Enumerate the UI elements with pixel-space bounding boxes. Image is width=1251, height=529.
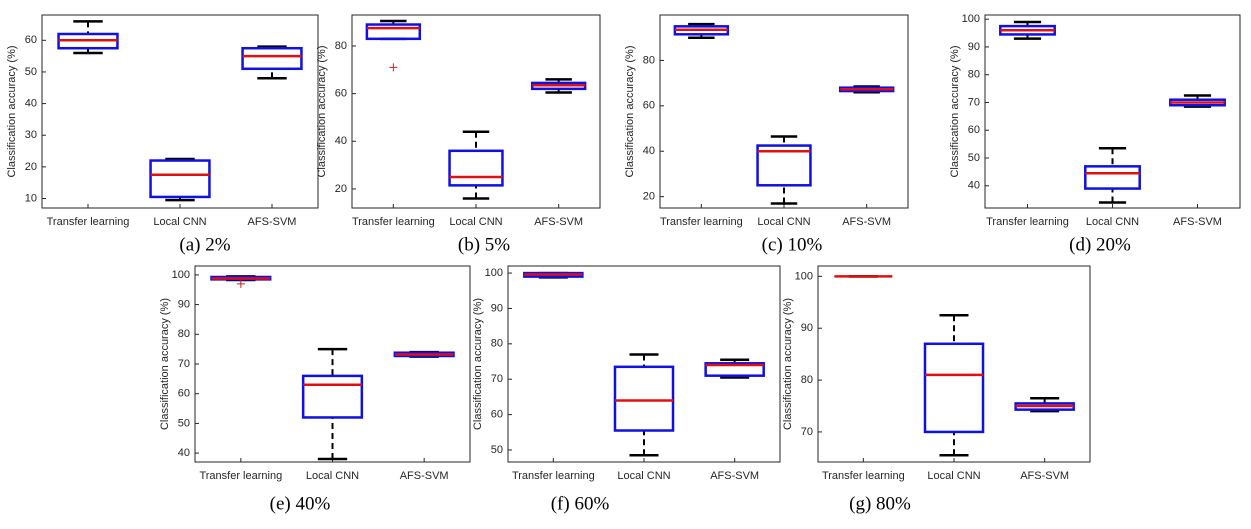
x-tick-label: AFS-SVM (400, 470, 449, 482)
box (301, 374, 364, 419)
y-tick-label: 10 (25, 192, 37, 204)
box (365, 23, 422, 41)
y-tick-label: 80 (968, 69, 980, 81)
x-tick-label: AFS-SVM (1020, 470, 1069, 482)
y-tick-label: 60 (968, 124, 980, 136)
y-tick-label: 70 (801, 426, 813, 438)
y-tick-label: 100 (172, 269, 190, 281)
x-tick-label: Local CNN (1086, 216, 1139, 228)
x-tick-label: Transfer learning (47, 216, 130, 228)
y-tick-label: 60 (643, 100, 655, 112)
y-tick-label: 80 (335, 40, 347, 52)
y-tick-label: 60 (25, 34, 37, 46)
x-tick-label: AFS-SVM (710, 470, 759, 482)
x-tick-label: Transfer learning (199, 470, 282, 482)
x-tick-label: AFS-SVM (1173, 216, 1222, 228)
y-axis-label: Classification accuracy (%) (472, 298, 484, 430)
x-tick-label: Local CNN (306, 470, 359, 482)
caption: (f) 60% (551, 493, 610, 514)
y-tick-label: 50 (25, 66, 37, 78)
y-tick-label: 30 (25, 129, 37, 141)
y-tick-label: 20 (335, 183, 347, 195)
y-tick-label: 100 (485, 267, 503, 279)
y-axis-label: Classification accuracy (%) (949, 45, 961, 177)
y-tick-label: 40 (178, 447, 190, 459)
x-tick-label: Transfer learning (822, 470, 905, 482)
y-axis-label: Classification accuracy (%) (159, 298, 171, 430)
box (923, 342, 985, 434)
x-tick-label: Local CNN (449, 216, 502, 228)
y-tick-label: 20 (25, 161, 37, 173)
x-tick-label: Local CNN (617, 470, 670, 482)
caption: (c) 10% (762, 234, 823, 255)
y-tick-label: 80 (801, 374, 813, 386)
y-tick-label: 80 (178, 328, 190, 340)
axes-frame (984, 14, 1241, 209)
y-tick-label: 40 (643, 145, 655, 157)
box (241, 46, 303, 71)
x-tick-label: AFS-SVM (842, 216, 891, 228)
box (448, 149, 504, 187)
y-tick-label: 20 (643, 191, 655, 203)
y-tick-label: 40 (25, 97, 37, 109)
box (613, 365, 675, 432)
y-tick-label: 80 (643, 54, 655, 66)
y-tick-label: 50 (968, 152, 980, 164)
box (1084, 165, 1141, 190)
y-tick-label: 100 (962, 13, 980, 25)
y-tick-label: 70 (968, 96, 980, 108)
y-tick-label: 60 (335, 88, 347, 100)
y-tick-label: 90 (801, 322, 813, 334)
x-tick-label: Local CNN (153, 216, 206, 228)
x-tick-label: AFS-SVM (248, 216, 297, 228)
caption: (b) 5% (458, 234, 510, 255)
x-tick-label: Transfer learning (660, 216, 743, 228)
box (756, 144, 812, 187)
y-axis-label: Classification accuracy (%) (782, 298, 794, 430)
y-tick-label: 80 (491, 338, 503, 350)
box (149, 159, 211, 199)
y-tick-label: 90 (968, 41, 980, 53)
y-tick-label: 90 (178, 299, 190, 311)
caption: (e) 40% (270, 493, 331, 514)
outlier (389, 63, 398, 72)
x-tick-label: Transfer learning (352, 216, 435, 228)
y-tick-label: 50 (178, 417, 190, 429)
y-tick-label: 90 (491, 302, 503, 314)
caption: (d) 20% (1069, 234, 1131, 255)
y-tick-label: 60 (491, 408, 503, 420)
y-tick-label: 70 (178, 358, 190, 370)
y-axis-label: Classification accuracy (%) (624, 45, 636, 177)
x-tick-label: Transfer learning (512, 470, 595, 482)
y-tick-label: 40 (335, 135, 347, 147)
y-tick-label: 70 (491, 373, 503, 385)
y-tick-label: 100 (795, 270, 813, 282)
x-tick-label: Local CNN (757, 216, 810, 228)
x-tick-label: Local CNN (927, 470, 980, 482)
caption: (a) 2% (179, 234, 230, 255)
caption: (g) 80% (849, 493, 911, 514)
outlier (236, 279, 245, 288)
axes-frame (41, 14, 319, 209)
y-tick-label: 40 (968, 180, 980, 192)
axes-frame (351, 14, 601, 209)
x-tick-label: AFS-SVM (534, 216, 583, 228)
y-axis-label: Classification accuracy (%) (316, 45, 328, 177)
y-axis-label: Classification accuracy (%) (6, 45, 18, 177)
x-tick-label: Transfer learning (986, 216, 1069, 228)
axes-frame (659, 14, 909, 209)
y-tick-label: 50 (491, 444, 503, 456)
box (704, 362, 765, 377)
y-tick-label: 60 (178, 388, 190, 400)
